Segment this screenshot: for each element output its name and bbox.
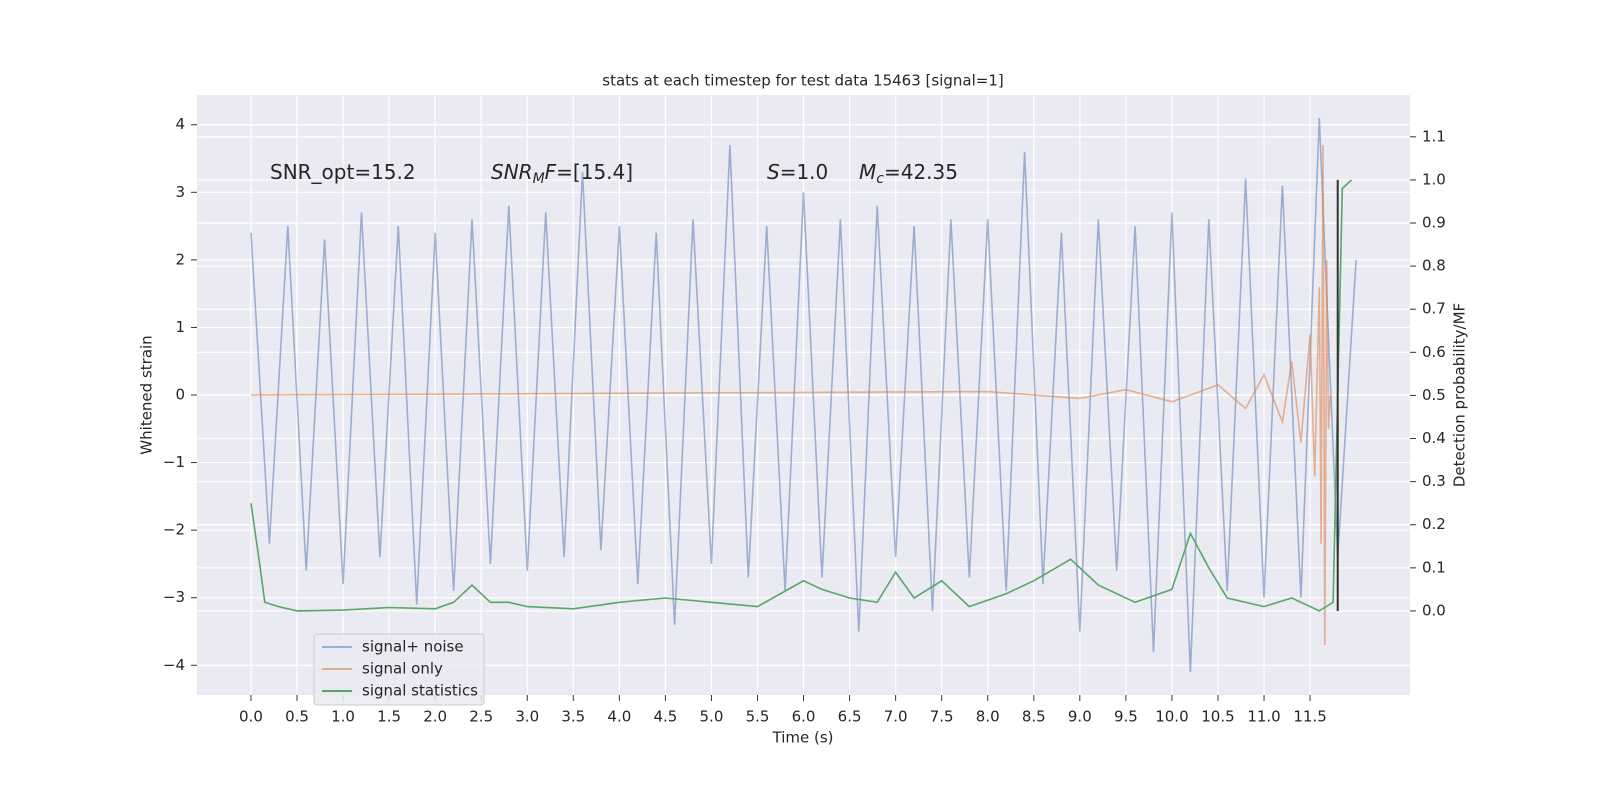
legend-label: signal only xyxy=(362,660,443,678)
x-tick-label: 10.0 xyxy=(1155,708,1188,726)
labels: 0.0 0.5 1.0 1.5 2.0 2.5 3.0 3.5 4.0 4.5 5.0 5.5 6.0 6… xyxy=(163,115,1446,725)
y-tick-label: 2 xyxy=(175,250,185,268)
y2-tick-label: 0.3 xyxy=(1422,472,1446,490)
x-tick-label: 1.5 xyxy=(377,708,401,726)
legend-label: signal+ noise xyxy=(362,638,464,656)
legend: signal+ noise signal only signal statistic… xyxy=(313,633,485,706)
x-tick-label: 5.0 xyxy=(700,708,724,726)
annotation: SNR_opt=15.2 xyxy=(270,160,416,184)
x-tick-label: 9.0 xyxy=(1068,708,1092,726)
x-tick-label: 0.0 xyxy=(239,708,263,726)
y2-tick-label: 0.1 xyxy=(1422,558,1446,576)
annotation-part: c xyxy=(876,171,884,187)
x-tick-label: 0.5 xyxy=(285,708,309,726)
y-tick-label: 4 xyxy=(175,115,185,133)
x-tick-label: 5.5 xyxy=(746,708,770,726)
series-line xyxy=(250,144,1332,646)
x-tick-label: 11.5 xyxy=(1293,708,1326,726)
annotation-part: M xyxy=(859,160,876,184)
x-tick-label: 4.5 xyxy=(653,708,677,726)
x-tick-label: 2.5 xyxy=(469,708,493,726)
y2-tick-label: 0.5 xyxy=(1422,386,1446,404)
annotation: Mc=42.35 xyxy=(859,160,958,188)
y2-axis-title: Detection probability/MF xyxy=(1451,303,1469,487)
x-tick-label: 10.5 xyxy=(1201,708,1234,726)
annotation-part: S xyxy=(767,160,780,184)
x-tick-label: 7.0 xyxy=(884,708,908,726)
annotation-part: =42.35 xyxy=(884,160,958,184)
x-tick-label: 4.0 xyxy=(607,708,631,726)
y2-tick-label: 0.0 xyxy=(1422,601,1446,619)
x-tick-label: 11.0 xyxy=(1247,708,1280,726)
marks xyxy=(250,117,1357,673)
x-tick-label: 3.0 xyxy=(515,708,539,726)
y2-tick-label: 0.4 xyxy=(1422,429,1446,447)
series-line xyxy=(250,179,1353,612)
x-tick-label: 7.5 xyxy=(930,708,954,726)
x-tick-label: 6.5 xyxy=(838,708,862,726)
x-tick-label: 3.5 xyxy=(561,708,585,726)
chart-title: stats at each timestep for test data 154… xyxy=(602,72,1003,90)
series-line xyxy=(250,117,1357,673)
annotation-part: SNR_opt=15.2 xyxy=(270,160,416,184)
y2-tick-label: 1.1 xyxy=(1422,127,1446,145)
x-axis-title: Time (s) xyxy=(772,729,834,747)
y2-tick-label: 0.6 xyxy=(1422,343,1446,361)
y-tick-label: 0 xyxy=(175,386,185,404)
legend-box xyxy=(313,633,485,706)
annotation-part: SNR xyxy=(491,160,533,184)
x-tick-label: 6.0 xyxy=(792,708,816,726)
y2-tick-label: 1.0 xyxy=(1422,170,1446,188)
x-tick-label: 8.5 xyxy=(1022,708,1046,726)
x-tick-label: 8.0 xyxy=(976,708,1000,726)
annotation-part: F xyxy=(545,160,557,184)
x-tick-label: 9.5 xyxy=(1114,708,1138,726)
y2-tick-label: 0.2 xyxy=(1422,515,1446,533)
annotation: SNRMF=[15.4] xyxy=(491,160,633,188)
annotation: S=1.0 xyxy=(767,160,828,184)
annotation-part: =1.0 xyxy=(780,160,829,184)
x-tick-label: 2.0 xyxy=(423,708,447,726)
y-tick-label: 3 xyxy=(175,183,185,201)
grid xyxy=(197,95,1410,695)
y-tick-label: −3 xyxy=(163,588,185,606)
y-tick-label: −4 xyxy=(163,656,185,674)
y2-tick-label: 0.7 xyxy=(1422,300,1446,318)
x-tick-label: 1.0 xyxy=(331,708,355,726)
legend-label: signal statistics xyxy=(362,682,478,700)
y-tick-label: −2 xyxy=(163,521,185,539)
y2-tick-label: 0.8 xyxy=(1422,257,1446,275)
y-tick-label: −1 xyxy=(163,453,185,471)
y2-tick-label: 0.9 xyxy=(1422,214,1446,232)
y-tick-label: 1 xyxy=(175,318,185,336)
annotation-part: M xyxy=(533,171,545,187)
annotation-part: =[15.4] xyxy=(556,160,633,184)
y-axis-title: Whitened strain xyxy=(138,335,156,454)
